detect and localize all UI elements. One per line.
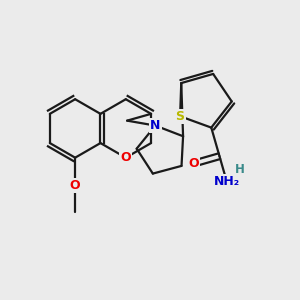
Text: NH₂: NH₂: [214, 176, 240, 188]
Text: O: O: [70, 179, 80, 192]
Text: H: H: [235, 163, 245, 176]
Text: N: N: [150, 119, 161, 132]
Text: O: O: [188, 157, 199, 170]
Text: S: S: [176, 110, 184, 123]
Text: O: O: [121, 151, 131, 164]
